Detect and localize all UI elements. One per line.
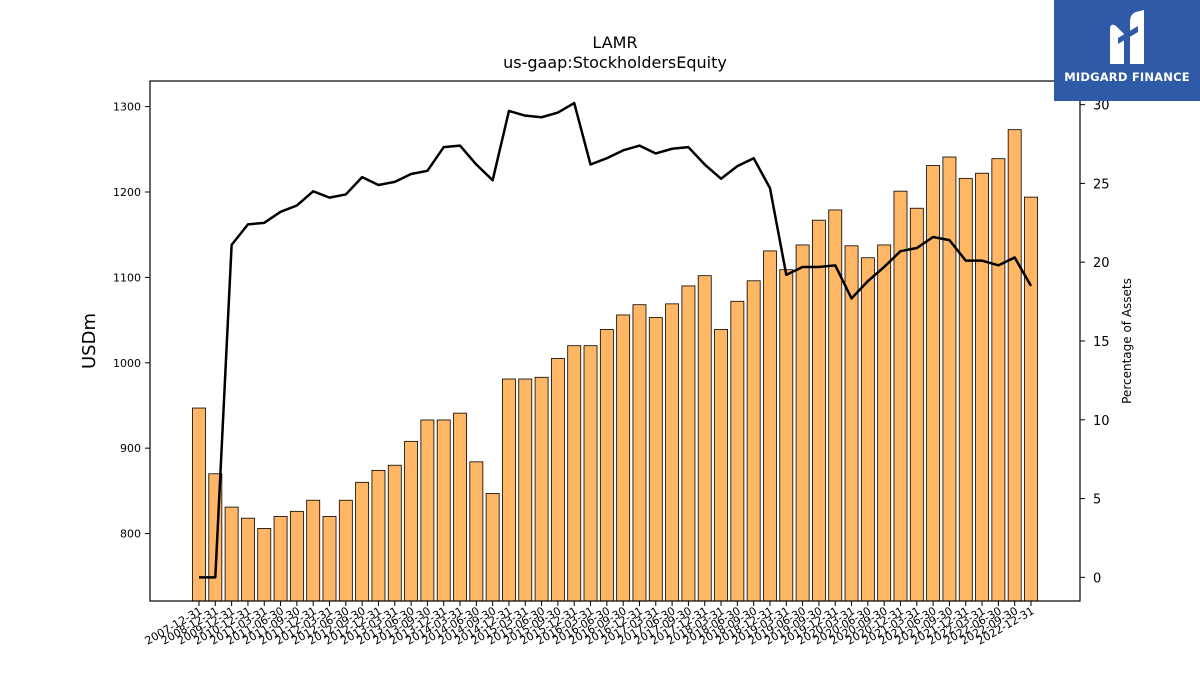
bar [975, 172, 989, 602]
percentage-line [199, 101, 1033, 579]
y2-tick-label: 0 [1093, 571, 1101, 586]
line-layer [199, 101, 1033, 579]
bar [387, 464, 402, 602]
bar [355, 481, 370, 602]
chart-title: LAMR [592, 33, 637, 52]
bar [338, 499, 353, 602]
bars-layer [192, 129, 1038, 602]
bar [224, 506, 239, 602]
bar [746, 280, 761, 602]
bar [420, 419, 435, 602]
bar [811, 219, 826, 602]
bar [567, 345, 582, 602]
bar [730, 300, 745, 602]
y2-axis-label: Percentage of Assets [1120, 278, 1134, 404]
y-tick-label: 900 [120, 442, 141, 455]
bar [763, 250, 777, 602]
bar [502, 378, 516, 602]
y2-tick-label: 20 [1093, 256, 1110, 271]
bar [273, 516, 288, 602]
bar [958, 177, 973, 602]
bar [436, 419, 451, 602]
bar [860, 257, 875, 602]
brand-logo: MIDGARD FINANCE [1054, 0, 1200, 101]
bar [289, 510, 304, 602]
bar [648, 317, 663, 602]
y-tick-label: 1300 [113, 101, 141, 114]
bar [550, 358, 565, 602]
bar [714, 329, 728, 602]
y2-tick-label: 30 [1093, 99, 1110, 114]
y-tick-label: 1100 [113, 271, 141, 284]
y-tick-label: 800 [120, 528, 141, 541]
bar [828, 209, 843, 602]
bar [877, 244, 892, 602]
bar [665, 303, 680, 602]
plot-frame [149, 80, 1081, 602]
y2-tick-label: 15 [1093, 335, 1110, 350]
bar [1024, 196, 1038, 602]
y2-tick-label: 5 [1093, 493, 1101, 508]
bar [453, 412, 467, 602]
y-axis-left: 800 900 1000 1100 1200 1300 [113, 101, 150, 541]
bar [991, 158, 1006, 602]
y-tick-label: 1000 [113, 357, 141, 370]
bar [469, 461, 484, 602]
bar [697, 275, 712, 602]
bar [942, 156, 957, 602]
bar [404, 440, 419, 602]
y2-tick-label: 10 [1093, 414, 1110, 429]
bar [599, 329, 614, 602]
bar [632, 304, 647, 602]
bar [1007, 129, 1022, 602]
bar [779, 269, 794, 602]
logo-mark-icon [1110, 10, 1144, 65]
bar [616, 314, 631, 602]
x-axis: 2007-12-312008-12-312009-12-312010-12-31… [143, 601, 1037, 648]
bar [306, 499, 321, 602]
logo-text: MIDGARD FINANCE [1064, 70, 1190, 84]
bar [241, 517, 255, 602]
bar [795, 244, 810, 602]
bar [681, 285, 696, 602]
bar [583, 345, 598, 602]
y2-tick-label: 25 [1093, 177, 1110, 192]
bar [257, 528, 272, 602]
y-axis-label: USDm [79, 313, 100, 369]
bar [518, 378, 533, 602]
chart-subtitle: us-gaap:StockholdersEquity [503, 53, 727, 72]
bar [371, 469, 386, 602]
bar [909, 207, 924, 602]
bar [534, 376, 549, 602]
bar [485, 493, 500, 602]
y-axis-right: 0 5 10 15 20 25 30 [1080, 99, 1110, 586]
y-tick-label: 1200 [113, 186, 141, 199]
bar [322, 516, 337, 602]
bar [926, 165, 941, 602]
bar [192, 407, 206, 602]
